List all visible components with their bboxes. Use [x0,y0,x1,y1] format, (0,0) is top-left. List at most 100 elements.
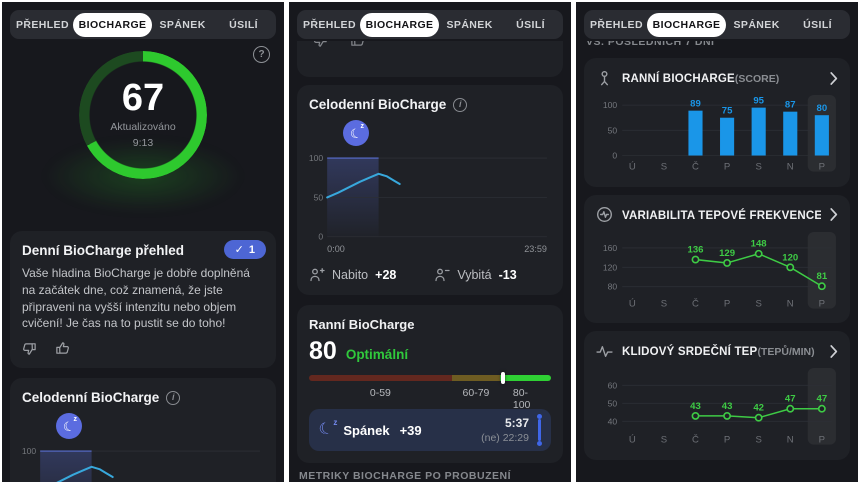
info-icon[interactable]: i [453,97,468,112]
card-title: RANNÍ BIOCHARGE [622,73,735,85]
chevron-right-icon[interactable] [830,344,838,358]
moon-icon: ☾ z [316,418,338,440]
svg-text:S: S [661,162,667,173]
svg-text:80: 80 [817,103,828,114]
range-high-segment [500,375,551,381]
range-mid-segment [451,375,501,381]
tab-spanek[interactable]: SPÁNEK [733,18,780,31]
help-icon[interactable]: ? [253,46,270,63]
card-title: VARIABILITA TEPOVÉ FREKVENCE [622,209,821,222]
svg-text:P: P [724,298,730,309]
tab-prehled[interactable]: PŘEHLED [589,18,643,31]
sleep-duration-indicator [537,414,542,446]
tab-bar: PŘEHLED BIOCHARGE SPÁNEK ÚSILÍ [297,10,563,39]
allday-biocharge-card: Celodenní BioCharge i ☾ z 0 50 100 0:00 23:59… [297,85,563,295]
thumbs-up-icon[interactable] [55,341,70,356]
tab-spanek[interactable]: SPÁNEK [159,18,206,31]
range-high-label: 80-100 [512,387,531,411]
svg-text:S: S [755,162,761,173]
svg-text:N: N [787,298,794,309]
tab-biocharge[interactable]: BIOCHARGE [72,12,153,37]
morning-score-value: 80 [309,337,337,365]
svg-text:120: 120 [603,262,618,272]
svg-text:P: P [819,298,825,309]
tab-biocharge[interactable]: BIOCHARGE [646,12,727,37]
charged-metric: Nabito +28 [309,267,396,283]
insight-badge-count: 1 [248,243,255,256]
morning-card-title: Ranní BioCharge [309,317,415,332]
svg-text:P: P [819,435,825,446]
card-unit: (SCORE) [734,73,780,85]
feedback-row [22,341,264,356]
resting-hr-trend-card[interactable]: KLIDOVÝ SRDEČNÍ TEP(TEPŮ/MIN) 40 50 60 Ú S Č P… [584,331,850,461]
charged-value: +28 [375,268,397,282]
svg-text:120: 120 [782,252,798,263]
heartbeat-wave-icon [596,345,613,357]
section-header-metrics: METRIKY BIOCHARGE PO PROBUZENÍ [299,470,511,482]
tab-bar: PŘEHLED BIOCHARGE SPÁNEK ÚSILÍ [584,10,850,39]
sleep-label: Spánek [343,422,390,438]
tab-prehled[interactable]: PŘEHLED [302,18,356,31]
svg-text:S: S [755,298,761,309]
svg-text:89: 89 [690,99,701,110]
allday-card-title: Celodenní BioCharge [22,390,160,406]
svg-text:43: 43 [690,401,701,412]
person-plus-icon [310,268,325,282]
sleep-start-time: (ne) 22:29 [481,432,529,444]
tab-spanek[interactable]: SPÁNEK [446,18,493,31]
svg-text:129: 129 [719,248,735,259]
svg-text:Ú: Ú [629,162,636,173]
chevron-right-icon[interactable] [830,71,838,85]
tab-prehled[interactable]: PŘEHLED [15,18,69,31]
tab-usili[interactable]: ÚSILÍ [229,18,258,31]
svg-text:N: N [787,162,794,173]
check-icon: ✓ [234,244,244,256]
svg-text:23:59: 23:59 [524,244,547,254]
card-unit: (TEPŮ/MIN) [757,346,815,359]
svg-text:87: 87 [785,100,796,111]
svg-text:0:00: 0:00 [327,244,345,254]
svg-text:50: 50 [608,399,618,409]
svg-text:P: P [724,162,730,173]
previous-card-remnant [297,41,563,78]
insight-body: Vaše hladina BioCharge je dobře doplněná… [22,266,250,331]
svg-text:100: 100 [603,100,618,110]
gauge-ring [79,51,207,179]
drained-metric: Vybitá -13 [434,267,517,283]
updated-label: Aktualizováno [110,121,176,134]
tab-usili[interactable]: ÚSILÍ [803,18,832,31]
sleep-value: +39 [399,422,422,438]
svg-text:0: 0 [612,151,617,161]
sleep-contribution-row[interactable]: ☾ z Spánek +39 5:37 (ne) 22:29 [309,409,551,451]
svg-text:42: 42 [753,403,764,414]
svg-text:47: 47 [817,394,828,405]
chevron-right-icon[interactable] [830,208,838,222]
tab-usili[interactable]: ÚSILÍ [516,18,545,31]
range-mid-label: 60-79 [462,387,490,399]
panel-biocharge-detail: PŘEHLED BIOCHARGE SPÁNEK ÚSILÍ Celodenní… [289,2,571,482]
svg-text:160: 160 [603,243,618,253]
svg-text:S: S [755,435,761,446]
svg-text:N: N [787,435,794,446]
info-icon[interactable]: i [166,390,181,405]
insight-badge: ✓ 1 [223,240,266,259]
biocharge-gauge: 67 Aktualizováno 9:13 [2,39,284,213]
hrv-trend-card[interactable]: VARIABILITA TEPOVÉ FREKVENCE(ms) 8012016… [584,194,850,324]
morning-score-trend-card[interactable]: RANNÍ BIOCHARGE(SCORE) 0 50 100 Ú S Č P S N P 89 75… [584,58,850,187]
charge-summary-row: Nabito +28 Vybitá -13 [309,267,551,283]
thumbs-down-icon[interactable] [22,341,37,356]
svg-text:Č: Č [692,435,699,446]
svg-text:Č: Č [692,162,699,173]
tab-biocharge[interactable]: BIOCHARGE [359,12,440,37]
thumbs-up-icon [351,41,364,46]
svg-text:100: 100 [22,446,36,456]
svg-text:50: 50 [608,125,618,135]
svg-text:100: 100 [309,153,323,163]
svg-text:50: 50 [314,193,324,203]
morning-score-bar-chart: 0 50 100 Ú S Č P S N P 89 75 95 87 80 [603,95,836,173]
range-low-segment [309,375,452,381]
tab-bar: PŘEHLED BIOCHARGE SPÁNEK ÚSILÍ [10,10,276,39]
